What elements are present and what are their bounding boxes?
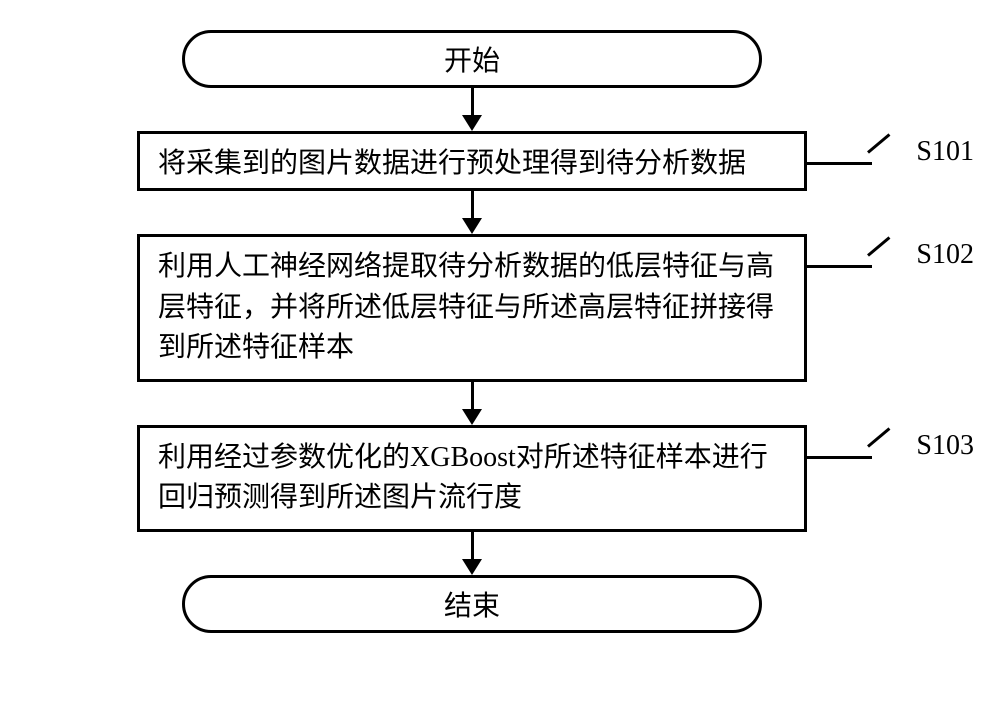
end-node: 结束	[182, 575, 762, 633]
label-s101: S101	[916, 132, 974, 173]
label-connector-s103	[804, 456, 872, 459]
arrow-line	[471, 191, 474, 219]
arrow-head-icon	[462, 218, 482, 234]
start-node: 开始	[182, 30, 762, 88]
s101-text: 将采集到的图片数据进行预处理得到待分析数据	[158, 148, 746, 179]
process-s103: 利用经过参数优化的XGBoost对所述特征样本进行回归预测得到所述图片流行度 S…	[137, 425, 807, 532]
label-s103: S103	[916, 426, 974, 467]
s102-text: 利用人工神经网络提取待分析数据的低层特征与高层特征，并将所述低层特征与所述高层特…	[158, 251, 774, 363]
arrow-head-icon	[462, 115, 482, 131]
label-connector-s102	[804, 265, 872, 268]
flowchart-container: 开始 将采集到的图片数据进行预处理得到待分析数据 S101 利用人工神经网络提取…	[92, 30, 852, 633]
label-connector-s101-diag	[867, 133, 890, 153]
process-s101: 将采集到的图片数据进行预处理得到待分析数据 S101	[137, 131, 807, 191]
process-s102: 利用人工神经网络提取待分析数据的低层特征与高层特征，并将所述低层特征与所述高层特…	[137, 234, 807, 382]
arrow-line	[471, 88, 474, 116]
label-connector-s103-diag	[867, 427, 890, 447]
label-connector-s101	[804, 162, 872, 165]
arrow-head-icon	[462, 409, 482, 425]
start-text: 开始	[444, 39, 500, 79]
label-s102: S102	[916, 235, 974, 276]
label-connector-s102-diag	[867, 236, 890, 256]
s103-text: 利用经过参数优化的XGBoost对所述特征样本进行回归预测得到所述图片流行度	[158, 442, 768, 514]
end-text: 结束	[444, 584, 500, 624]
arrow-head-icon	[462, 559, 482, 575]
arrow-line	[471, 532, 474, 560]
arrow-line	[471, 382, 474, 410]
